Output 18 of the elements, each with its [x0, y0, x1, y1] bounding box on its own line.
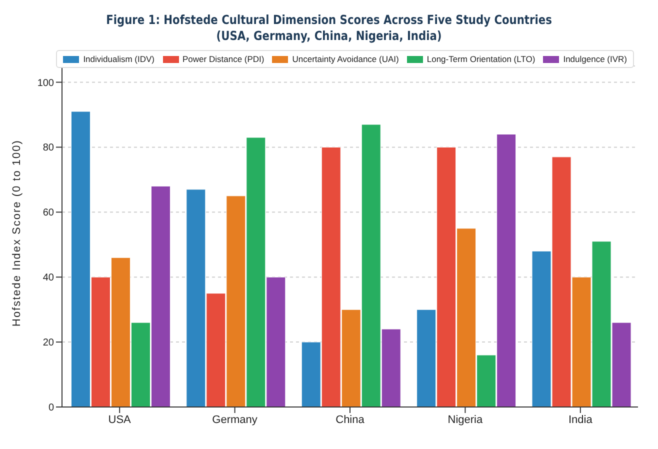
- x-tick-label: Germany: [212, 414, 258, 426]
- y-axis-title: Hofstede Index Score (0 to 100): [10, 140, 23, 326]
- y-tick-label: 0: [48, 402, 54, 414]
- x-tick-label: India: [568, 414, 594, 426]
- y-tick-label: 60: [42, 208, 54, 219]
- legend-label: Individualism (IDV): [83, 54, 155, 64]
- legend-label: Long-Term Orientation (LTO): [426, 54, 536, 64]
- x-tick-label: China: [336, 414, 366, 426]
- legend-label: Indulgence (IVR): [563, 54, 627, 64]
- legend-label: Power Distance (PDI): [182, 54, 264, 64]
- x-tick-label: Nigeria: [448, 414, 484, 426]
- x-tick-label: USA: [108, 414, 132, 426]
- legend-label: Uncertainty Avoidance (UAI): [292, 54, 399, 64]
- chart-title: Figure 1: Hofstede Cultural Dimension Scores Across Five Study Countries (USA, Germany, China, Nigeria, India): [105, 11, 553, 44]
- y-tick-label: 20: [42, 338, 54, 349]
- y-tick-label: 40: [42, 272, 54, 284]
- y-tick-label: 100: [37, 78, 54, 89]
- y-tick-label: 80: [42, 142, 54, 154]
